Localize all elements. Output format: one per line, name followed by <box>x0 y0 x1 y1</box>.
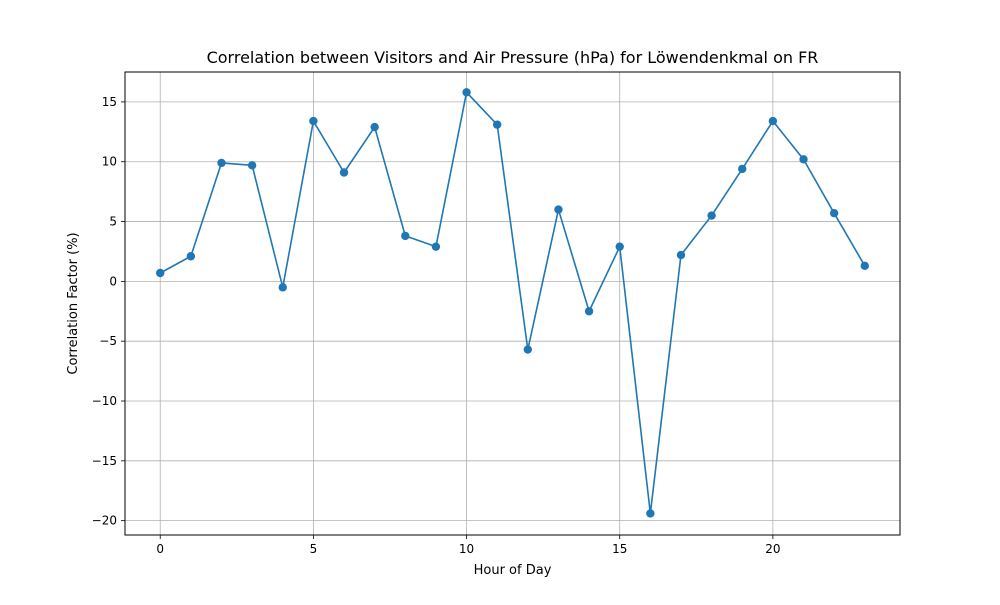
data-point-marker <box>523 345 533 354</box>
y-tick-label: −20 <box>92 514 117 528</box>
chart-title: Correlation between Visitors and Air Pre… <box>207 48 819 67</box>
data-point-marker <box>676 250 686 260</box>
data-point-marker <box>247 161 257 170</box>
data-point-marker <box>217 158 226 168</box>
x-tick-label: 5 <box>310 542 318 556</box>
y-tick-label: 0 <box>109 274 117 288</box>
data-point-marker <box>492 120 502 129</box>
axis-ticks: 0 5 10 15 20 −20 −15 −10 −5 0 5 10 15 <box>92 95 781 556</box>
series-line <box>159 91 866 515</box>
y-axis-label: Correlation Factor (%) <box>66 232 81 374</box>
x-tick-label: 20 <box>765 542 780 556</box>
data-point-marker <box>768 116 778 126</box>
y-tick-label: 15 <box>102 95 117 109</box>
data-point-marker <box>646 509 655 518</box>
data-point-marker <box>339 168 349 177</box>
y-tick-label: −15 <box>92 454 117 468</box>
data-point-marker <box>860 261 869 271</box>
data-point-marker <box>309 116 318 126</box>
x-tick-label: 10 <box>459 542 474 556</box>
data-point-marker <box>707 211 716 220</box>
data-point-marker <box>278 283 287 292</box>
data-point-marker <box>156 268 165 278</box>
data-point-marker <box>829 208 839 218</box>
data-point-marker <box>401 231 410 241</box>
data-point-marker <box>554 205 563 214</box>
data-point-marker <box>462 88 471 97</box>
y-tick-label: 10 <box>102 155 117 169</box>
data-point-marker <box>370 122 379 132</box>
y-tick-label: 5 <box>109 215 117 229</box>
y-tick-label: −5 <box>99 334 117 348</box>
x-axis-label: Hour of Day <box>474 563 552 578</box>
data-point-marker <box>186 252 196 261</box>
series-layer <box>156 88 869 518</box>
y-tick-label: −10 <box>92 394 117 408</box>
plot-area-frame <box>124 71 901 536</box>
x-tick-label: 0 <box>156 542 164 556</box>
data-point-marker <box>431 242 441 251</box>
data-point-marker <box>738 164 747 174</box>
grid <box>125 72 900 535</box>
data-point-marker <box>615 242 624 251</box>
data-point-marker <box>799 155 808 164</box>
data-point-marker <box>584 307 594 316</box>
x-tick-label: 15 <box>612 542 627 556</box>
